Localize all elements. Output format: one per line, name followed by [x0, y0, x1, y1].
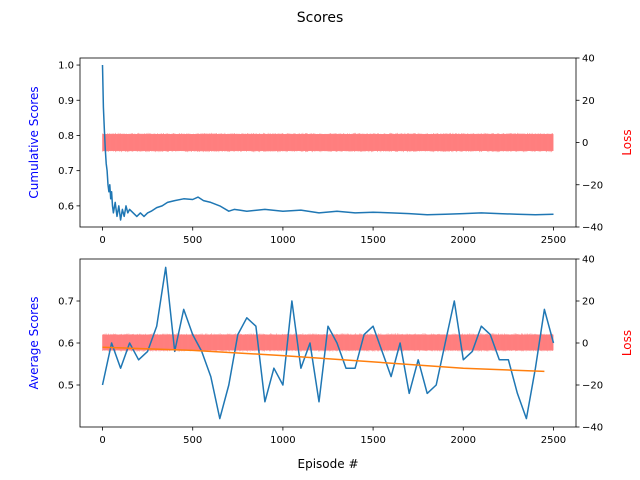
y2-tick-label: 0	[582, 138, 588, 149]
x-tick-label: 1000	[270, 235, 295, 246]
y-tick-label: 1.0	[58, 61, 74, 72]
y-tick-label: 0.8	[58, 131, 74, 142]
y2-tick-label: 20	[582, 297, 595, 308]
panel-cumulative: 0 500 1000 1500 2000 2500 0.6 0.7 0.8 0.9 1.0 −40 −2…	[27, 54, 634, 247]
x-tick-label: 2000	[451, 235, 476, 246]
loss-band-noise	[102, 333, 553, 352]
x-tick-label: 2500	[541, 235, 566, 246]
y2-tick-label: −20	[582, 180, 603, 191]
y2-tick-label: −40	[582, 223, 603, 234]
y2-tick-label: 20	[582, 96, 595, 107]
y-axis-label: Cumulative Scores	[27, 86, 41, 198]
y2-tick-label: −40	[582, 423, 603, 434]
y-tick-label: 0.5	[58, 381, 74, 392]
y2-tick-label: 0	[582, 339, 588, 350]
x-tick-label: 2500	[541, 435, 566, 446]
y2-tick-label: 40	[582, 255, 595, 266]
y-tick-label: 0.7	[58, 297, 74, 308]
y2-tick-label: 40	[582, 54, 595, 65]
plot-area	[101, 266, 555, 420]
y-tick-label: 0.6	[58, 201, 74, 212]
y-tick-label: 0.6	[58, 339, 74, 350]
loss-trend-line	[102, 346, 545, 373]
x-tick-label: 2000	[451, 435, 476, 446]
x-tick-label: 1500	[360, 235, 385, 246]
panel-average: 0 500 1000 1500 2000 2500 0.5 0.6 0.7 −40 −20 0 20 40…	[27, 255, 634, 472]
y-tick-label: 0.9	[58, 96, 74, 107]
y-tick-label: 0.7	[58, 166, 74, 177]
y2-tick-label: −20	[582, 381, 603, 392]
figure-title: Scores	[297, 10, 344, 26]
x-tick-label: 1500	[360, 435, 385, 446]
plot-area	[101, 64, 554, 221]
y2-axis-label: Loss	[620, 129, 634, 155]
y2-axis-label: Loss	[620, 330, 634, 356]
x-tick-label: 1000	[270, 435, 295, 446]
x-tick-label: 500	[183, 435, 202, 446]
x-tick-label: 0	[99, 235, 105, 246]
loss-band-noise	[102, 132, 553, 153]
x-tick-label: 0	[99, 435, 105, 446]
y-axis-label: Average Scores	[27, 297, 41, 390]
average-score-line	[101, 266, 555, 420]
x-axis-label: Episode #	[298, 457, 359, 471]
x-tick-label: 500	[183, 235, 202, 246]
cumulative-score-line	[101, 64, 554, 221]
